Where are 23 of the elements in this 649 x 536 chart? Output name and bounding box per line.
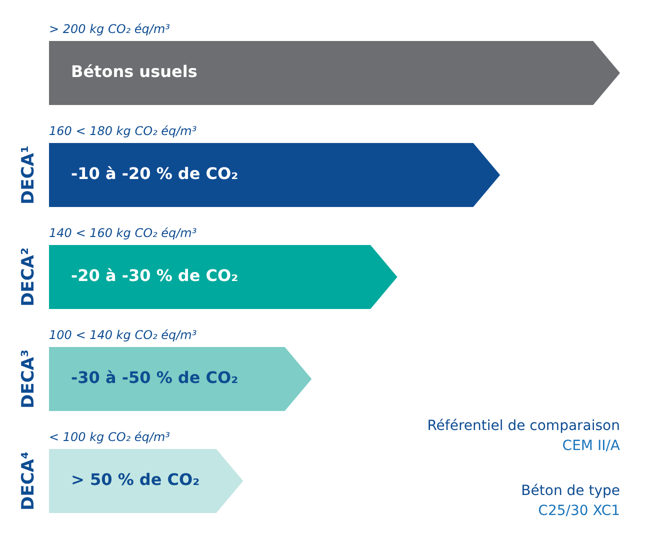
y-tick-label: -20 à -30 % de CO₂ (71, 266, 238, 286)
y-tick-label: > 50 % de CO₂ (71, 470, 200, 490)
annotation: CEM II/A (562, 438, 620, 454)
bar (49, 41, 620, 105)
y-tick-label: Bétons usuels (71, 62, 198, 82)
annotation: C25/30 XC1 (538, 503, 620, 519)
annotation: Béton de type (521, 483, 620, 499)
bar (49, 449, 244, 513)
bar (49, 245, 398, 309)
bar (49, 143, 500, 207)
y-tick-label: -10 à -20 % de CO₂ (71, 164, 238, 184)
text: DECA³ (18, 350, 38, 408)
annotation: < 100 kg CO₂ éq/m³ (49, 430, 170, 444)
annotation: 160 < 180 kg CO₂ éq/m³ (49, 124, 197, 138)
annotation: > 200 kg CO₂ éq/m³ (49, 22, 170, 36)
annotation: 100 < 140 kg CO₂ éq/m³ (49, 328, 197, 342)
annotation: Référentiel de comparaison (427, 418, 620, 434)
y-tick-label: -30 à -50 % de CO₂ (71, 368, 238, 388)
text: DECA² (18, 248, 38, 306)
text: DECA¹ (18, 146, 38, 204)
annotation: 140 < 160 kg CO₂ éq/m³ (49, 226, 197, 240)
bar (49, 347, 312, 411)
text: DECA⁴ (18, 452, 38, 510)
